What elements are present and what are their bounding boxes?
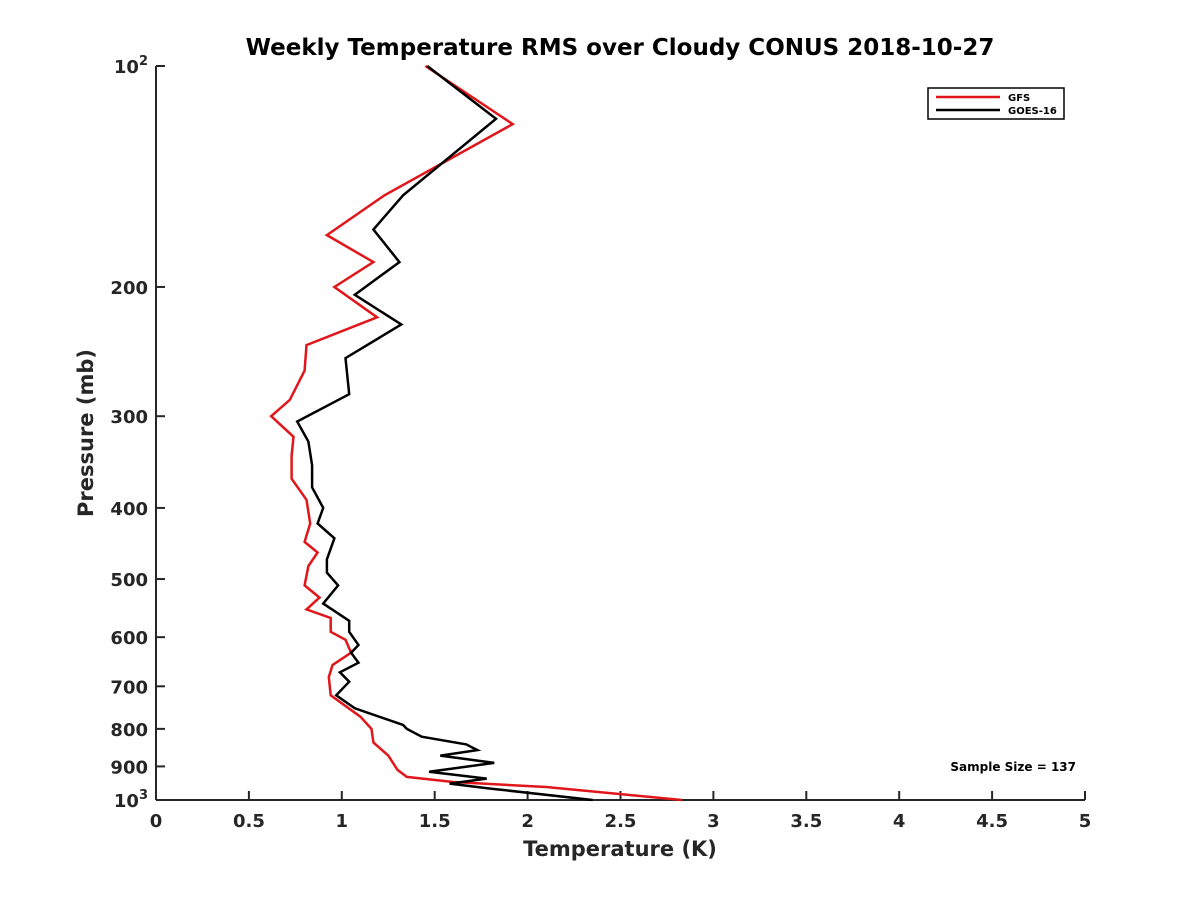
x-tick-label: 2 [521,811,534,832]
x-tick-label: 2.5 [605,811,637,832]
series-lines [269,64,682,802]
x-tick-label: 4.5 [976,811,1008,832]
legend-label-goes: GOES-16 [1008,106,1057,117]
y-tick-label: 600 [110,628,148,649]
x-tick-label: 5 [1079,811,1092,832]
x-tick-label: 1 [336,811,349,832]
x-axis-label: Temperature (K) [523,837,717,861]
y-tick-label: 400 [110,499,148,520]
x-tick-label: 0.5 [233,811,265,832]
x-tick-label: 3 [707,811,720,832]
y-tick-label: 900 [110,757,148,778]
y-tick-label: 200 [110,278,148,299]
y-tick-label: 500 [110,570,148,591]
legend: GFS GOES-16 [927,87,1065,120]
series-line-gfs [269,64,682,802]
x-tick-label: 3.5 [790,811,822,832]
series-line-goes-16 [295,65,593,802]
x-ticks: 0 0.5 1 1.5 2 2.5 3 3.5 4 4.5 5 [150,791,1092,832]
y-tick-label: 102 [114,54,148,78]
y-axis-label: Pressure (mb) [74,349,98,517]
y-ticks: 102 200 300 400 500 600 700 800 900 103 [110,54,165,812]
y-tick-label: 700 [110,677,148,698]
y-tick-label: 800 [110,720,148,741]
x-tick-label: 0 [150,811,163,832]
y-tick-label: 103 [114,788,148,812]
legend-label-gfs: GFS [1008,93,1030,104]
x-tick-label: 4 [893,811,906,832]
y-tick-label: 300 [110,407,148,428]
sample-size-annotation: Sample Size = 137 [950,760,1076,774]
chart-title: Weekly Temperature RMS over Cloudy CONUS… [246,35,995,61]
legend-box [927,87,1065,120]
x-tick-label: 1.5 [419,811,451,832]
